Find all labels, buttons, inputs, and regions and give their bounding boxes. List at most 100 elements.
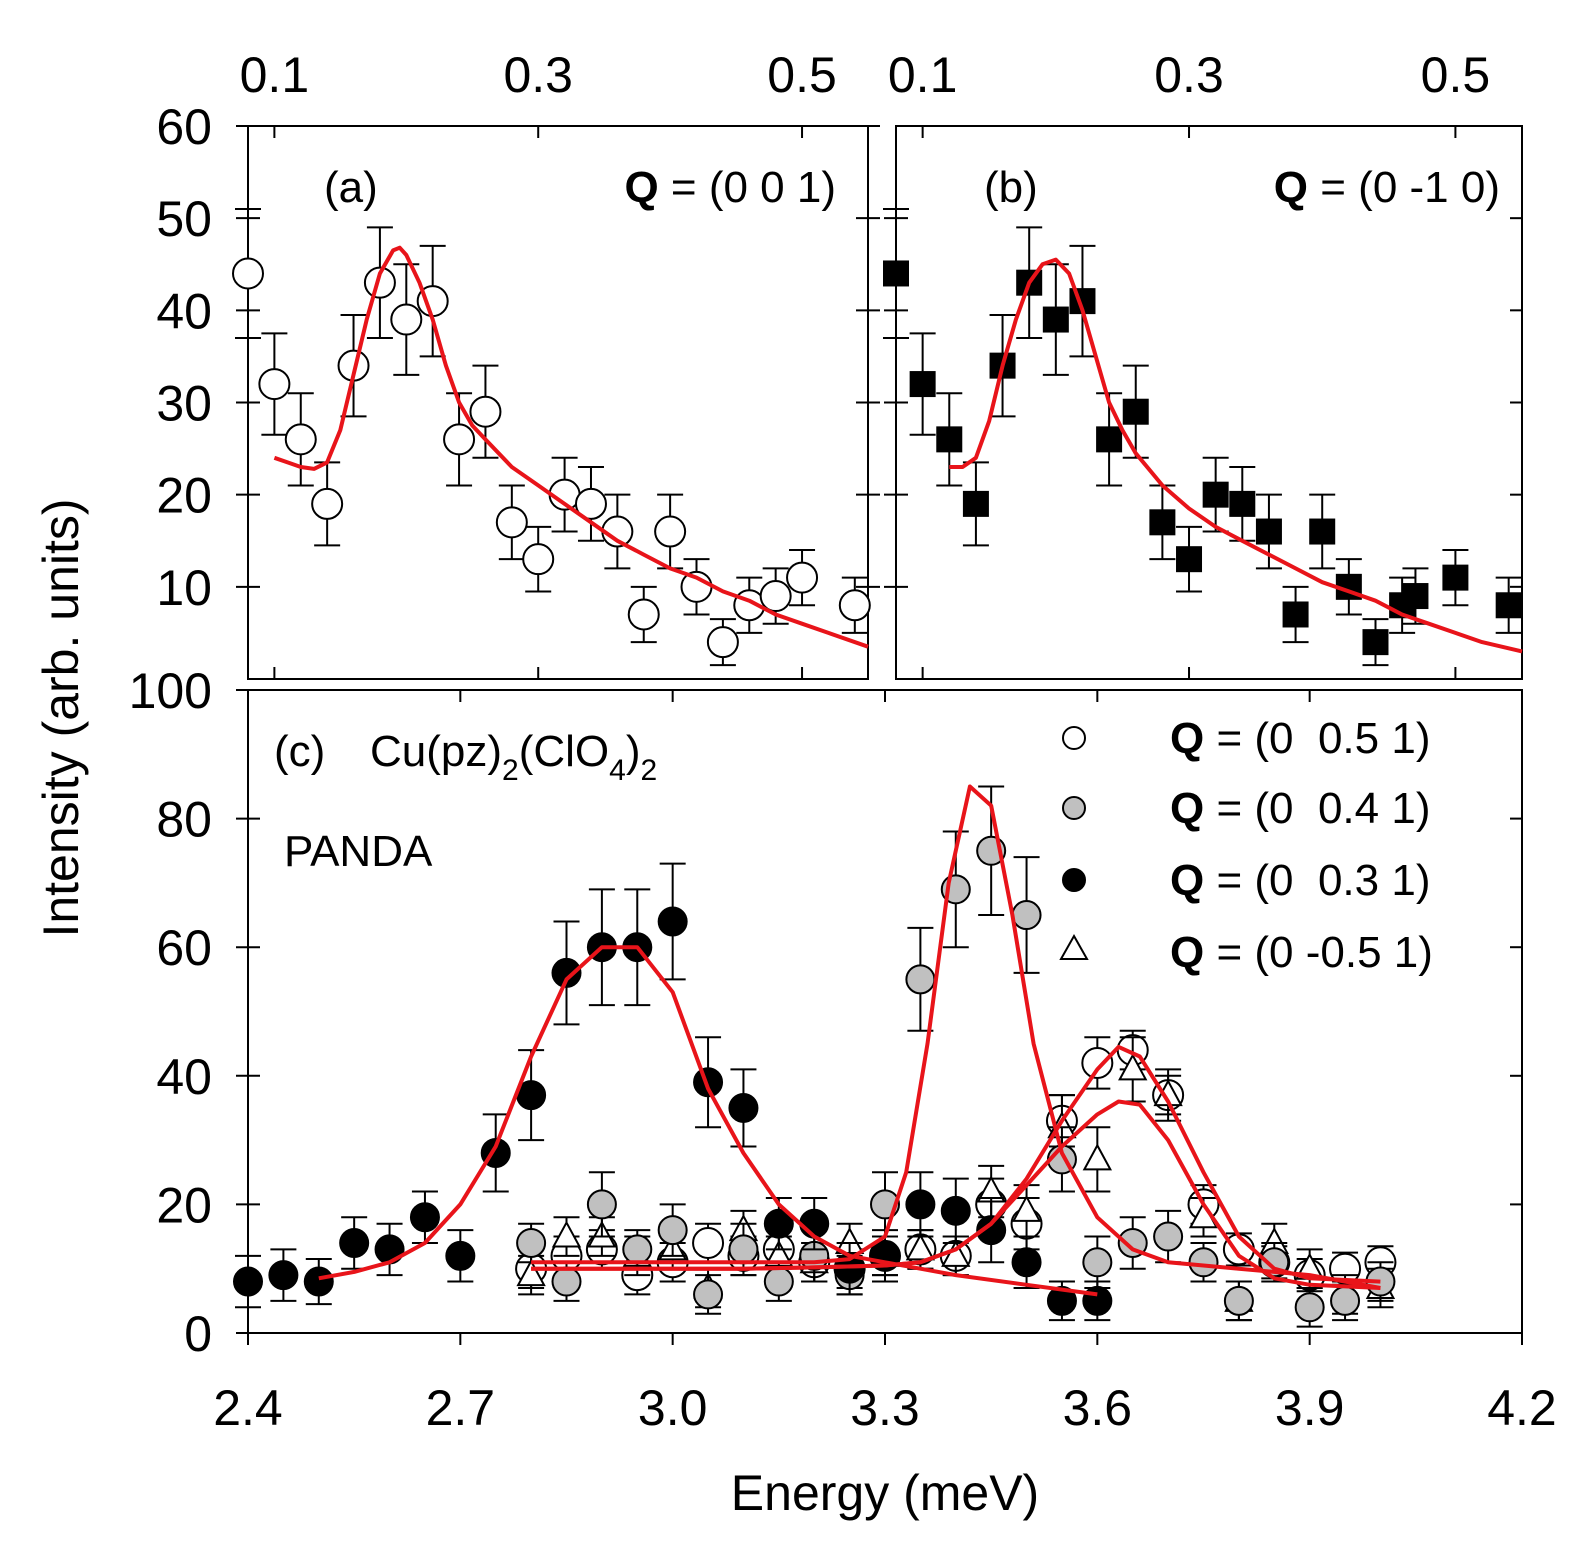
panel-a-y-tick-label: 40: [156, 283, 212, 339]
panel-a-data-point: [522, 543, 555, 576]
panel-c-fit-line-3: [531, 1099, 1381, 1290]
panel-c-y-tick-label: 80: [156, 792, 212, 848]
panel-c-series-1-point: [763, 1266, 794, 1297]
panel-c-series-1-point: [693, 1279, 724, 1310]
panel-a-data-point: [495, 506, 528, 539]
legend-marker-q-04: [1062, 796, 1086, 820]
panel-b-data-point: [1495, 592, 1522, 619]
panel-c-x-tick-label: 3.9: [1275, 1380, 1345, 1436]
panel-c-series-1-point: [728, 1234, 759, 1265]
panel-c-plot: 2.4 2.7 3.0 3.3 3.6 3.9 4.2 0 20 40 60 80 100: [129, 663, 1557, 1436]
panel-b-data-point: [962, 490, 989, 517]
panel-a-y-tick-label: 30: [156, 376, 212, 432]
panel-c-series-2-point: [799, 1208, 830, 1239]
panel-a-q-label: Q = (0 0 1): [624, 163, 836, 212]
legend-marker-q-03: [1062, 868, 1086, 892]
panel-b-fit-line: [949, 257, 1523, 654]
panel-b-x-tick-label: 0.1: [888, 47, 958, 103]
panel-b-data-point: [1402, 583, 1429, 610]
panel-c-series-2-point: [339, 1227, 370, 1258]
panel-a-data-point: [654, 515, 687, 548]
panel-c-series-2-point: [268, 1260, 299, 1291]
panel-c-series-1-point: [1188, 1247, 1219, 1278]
panel-b-data-point: [1282, 601, 1309, 628]
x-axis-title: Energy (meV): [731, 1465, 1039, 1521]
panel-b-data-point: [1176, 546, 1203, 573]
panel-c-series-1-point: [622, 1234, 653, 1265]
legend-marker-q-m05: [1059, 933, 1089, 960]
panel-a-data-point: [284, 423, 317, 456]
panel-c-fit-line-2: [318, 945, 1098, 1297]
panel-c-label: (c): [274, 727, 325, 776]
y-axis-title: Intensity (arb. units): [33, 498, 89, 937]
panel-c-series-1-point: [516, 1227, 547, 1258]
panel-c-series-2-point: [445, 1240, 476, 1271]
panel-c-series-1-point: [1153, 1221, 1184, 1252]
panel-c-series-2-point: [905, 1189, 936, 1220]
panel-c-series-2-point: [1046, 1285, 1077, 1316]
panel-b-data-point: [1042, 306, 1069, 333]
panel-b-data-point: [1122, 398, 1149, 425]
panel-a-data-point: [311, 487, 344, 520]
panel-a-data-point: [786, 561, 819, 594]
panel-b-data-point: [1096, 426, 1123, 453]
panel-b-data-point: [1442, 564, 1469, 591]
legend-marker-q-05: [1062, 726, 1086, 750]
panel-a-data-point: [363, 266, 396, 299]
panel-c-series-2-point: [1082, 1285, 1113, 1316]
panel-a-data-point: [390, 303, 423, 336]
panel-c-series-2-point: [551, 957, 582, 988]
sample-formula: Cu(pz)2(ClO4)2: [370, 727, 657, 787]
panel-c-y-tick-label: 40: [156, 1049, 212, 1105]
panel-a-y-tick-label: 20: [156, 468, 212, 524]
panel-c-series-2-point: [657, 906, 688, 937]
panel-c-series-2-point: [409, 1202, 440, 1233]
panel-a-y-tick-label: 60: [156, 99, 212, 155]
panel-b-data-point: [1229, 490, 1256, 517]
panel-c-series-2-point: [728, 1092, 759, 1123]
panel-b-x-tick-label: 0.3: [1154, 47, 1224, 103]
panel-a-y-tick-label: 50: [156, 191, 212, 247]
panel-a-x-tick-label: 0.1: [240, 47, 310, 103]
panel-b-data-point: [1309, 518, 1336, 545]
legend-label-q-04: Q = (0 0.4 1): [1170, 784, 1430, 833]
legend-label-q-05: Q = (0 0.5 1): [1170, 714, 1430, 763]
panel-a-data-point: [574, 487, 607, 520]
panel-c-series-0-point: [692, 1226, 725, 1259]
panel-c-series-1-point: [1082, 1247, 1113, 1278]
panel-b-data-point: [909, 371, 936, 398]
panel-c-series-3-point: [516, 1259, 546, 1287]
legend-label-q-03: Q = (0 0.3 1): [1170, 856, 1430, 905]
instrument-label: PANDA: [284, 827, 433, 876]
legend-label-q-m05: Q = (0 -0.5 1): [1170, 928, 1433, 977]
panel-a-plot: 0.1 0.3 0.5 10 20 30 40 50 60: [156, 47, 880, 679]
panel-c-series-1-point: [586, 1189, 617, 1220]
panel-c-series-3-point: [1082, 1143, 1113, 1171]
panel-c-series-2-point: [940, 1195, 971, 1226]
panel-a-label: (a): [324, 163, 378, 212]
panel-b-q-label: Q = (0 -1 0): [1274, 163, 1500, 212]
panel-a-fit-line: [273, 245, 869, 649]
panel-c-series-2-point: [763, 1208, 794, 1239]
panel-a-data-point: [232, 257, 264, 290]
legend: Q = (0 0.5 1) Q = (0 0.4 1) Q = (0 0.3 1…: [1059, 714, 1433, 977]
panel-c-series-1-point: [1294, 1292, 1325, 1323]
panel-a-x-tick-label: 0.5: [767, 47, 837, 103]
panel-a-data-point: [469, 395, 502, 428]
panel-b-plot: 0.1 0.3 0.5: [883, 47, 1523, 679]
panel-a-data-point: [838, 589, 871, 622]
panel-c-series-0-point: [1081, 1046, 1114, 1079]
panel-b-data-point: [1362, 629, 1389, 656]
panel-a-x-tick-label: 0.3: [503, 47, 573, 103]
panel-c-y-tick-label: 20: [156, 1177, 212, 1233]
panel-c-x-tick-label: 2.7: [426, 1380, 496, 1436]
panel-c-x-tick-label: 3.0: [638, 1380, 708, 1436]
panel-c-series-1-point: [551, 1266, 582, 1297]
panel-c-x-tick-label: 3.6: [1063, 1380, 1133, 1436]
panel-b-data-point: [1149, 509, 1176, 536]
panel-b-data-point: [1255, 518, 1282, 545]
panel-c-series-3-point: [905, 1233, 936, 1261]
panel-b-data-point: [883, 260, 909, 287]
panel-c-y-tick-label: 100: [129, 663, 212, 719]
